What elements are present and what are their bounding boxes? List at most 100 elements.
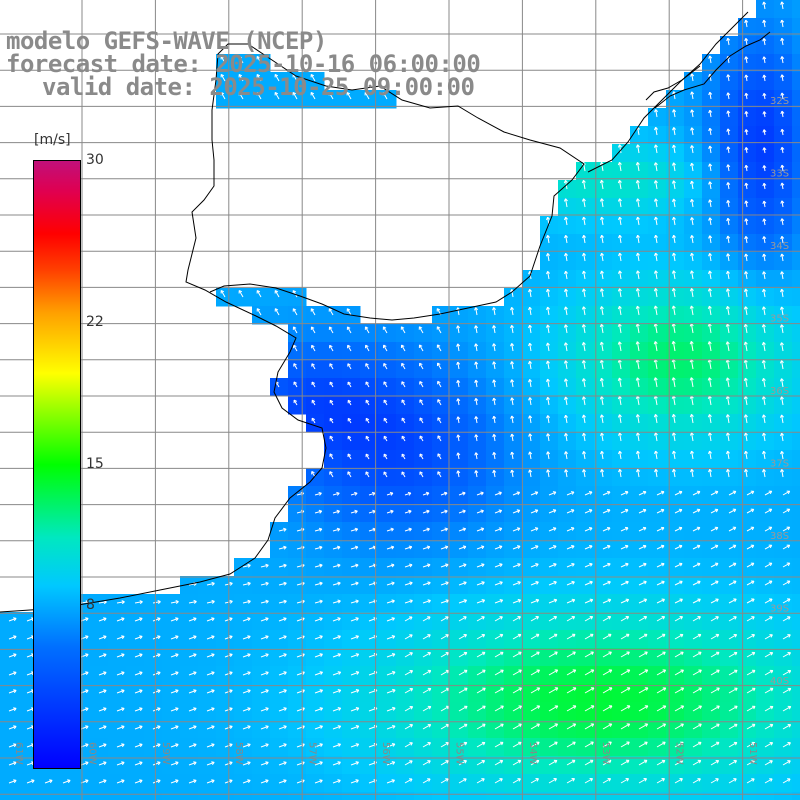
wind-arrow xyxy=(512,491,521,496)
speed-cell xyxy=(648,252,667,271)
speed-cell xyxy=(306,324,325,343)
wind-arrow xyxy=(602,526,611,532)
wind-arrow xyxy=(746,651,756,658)
wind-arrow xyxy=(656,598,665,604)
wind-arrow xyxy=(510,469,515,478)
speed-cell xyxy=(270,378,289,397)
speed-cell xyxy=(522,360,541,379)
speed-cell xyxy=(360,396,379,415)
wind-arrow xyxy=(710,687,720,694)
wind-arrow xyxy=(386,724,396,730)
speed-cell xyxy=(666,342,685,361)
wind-arrow xyxy=(638,705,649,712)
wind-arrow xyxy=(708,163,713,172)
speed-cell xyxy=(702,450,721,469)
wind-arrow xyxy=(743,288,748,298)
wind-arrow xyxy=(422,760,431,766)
wind-arrow xyxy=(170,743,179,748)
wind-arrow xyxy=(653,198,658,208)
speed-cell xyxy=(702,234,721,253)
wind-arrow xyxy=(780,218,785,226)
wind-arrow xyxy=(780,56,785,64)
wind-arrow xyxy=(743,359,748,370)
wind-arrow xyxy=(566,598,576,604)
wind-arrow xyxy=(779,324,784,334)
wind-arrow xyxy=(764,687,774,694)
wind-arrow xyxy=(584,526,593,532)
speed-cell xyxy=(324,324,343,343)
speed-cell xyxy=(792,612,800,631)
speed-cell xyxy=(522,450,541,469)
wind-arrow xyxy=(566,651,576,658)
speed-cell xyxy=(594,396,613,415)
wind-arrow xyxy=(599,270,604,280)
wind-arrow xyxy=(780,164,785,172)
speed-cell xyxy=(720,324,739,343)
wind-arrow xyxy=(476,778,485,784)
wind-arrow xyxy=(764,778,773,784)
wind-arrow xyxy=(602,598,612,604)
wind-arrow xyxy=(653,288,658,298)
forecast-date: forecast date: 2025-10-16 06:00:00 xyxy=(6,50,481,78)
colorbar-tick-label: 22 xyxy=(86,313,104,330)
speed-cell xyxy=(216,792,235,800)
wind-arrow xyxy=(653,377,658,388)
wind-arrow xyxy=(311,344,316,352)
valid-date: valid date: 2025-10-25 09:00:00 xyxy=(42,73,475,101)
wind-arrow xyxy=(566,705,577,712)
wind-arrow xyxy=(710,526,719,532)
wind-arrow xyxy=(620,778,630,784)
wind-arrow xyxy=(422,581,431,586)
speed-cell xyxy=(360,378,379,397)
speed-cell xyxy=(756,234,775,253)
wind-arrow xyxy=(152,707,161,712)
speed-cell xyxy=(504,288,523,307)
speed-cell xyxy=(738,72,757,91)
wind-arrow xyxy=(782,598,791,604)
wind-arrow xyxy=(476,633,486,640)
wind-arrow xyxy=(566,491,575,496)
wind-arrow xyxy=(656,669,667,676)
speed-cell xyxy=(612,342,631,361)
speed-cell xyxy=(720,432,739,451)
wind-arrow xyxy=(635,252,640,262)
wind-arrow xyxy=(458,563,467,568)
speed-cell xyxy=(738,216,757,235)
speed-cell xyxy=(756,72,775,91)
longitude-label: 55W xyxy=(453,742,464,765)
wind-arrow xyxy=(116,600,125,605)
wind-arrow xyxy=(743,414,748,424)
speed-cell xyxy=(450,432,469,451)
wind-arrow xyxy=(404,652,413,658)
speed-cell xyxy=(774,108,793,127)
wind-arrow xyxy=(635,377,640,388)
wind-arrow xyxy=(456,452,461,460)
wind-arrow xyxy=(530,491,539,496)
wind-arrow xyxy=(617,377,622,388)
speed-cell xyxy=(594,468,613,487)
speed-cell xyxy=(486,792,505,800)
wind-arrow xyxy=(458,741,468,748)
speed-cell xyxy=(684,360,703,379)
wind-arrow xyxy=(458,723,468,730)
wind-arrow xyxy=(726,450,731,460)
wind-arrow xyxy=(492,415,497,424)
wind-arrow xyxy=(386,491,394,496)
wind-arrow xyxy=(728,705,738,712)
speed-cell xyxy=(540,234,559,253)
wind-arrow xyxy=(494,723,504,730)
wind-arrow xyxy=(314,671,323,676)
wind-arrow xyxy=(528,379,533,388)
speed-cell xyxy=(756,198,775,217)
speed-cell xyxy=(540,396,559,415)
wind-arrow xyxy=(347,417,352,424)
wind-arrow xyxy=(726,146,731,154)
speed-cell xyxy=(504,792,523,800)
speed-cell xyxy=(36,792,55,800)
speed-cell xyxy=(792,540,800,559)
wind-arrow xyxy=(314,509,323,514)
wind-arrow xyxy=(332,617,341,622)
wind-arrow xyxy=(563,360,568,370)
wind-arrow xyxy=(617,305,622,316)
wind-arrow xyxy=(116,635,125,640)
